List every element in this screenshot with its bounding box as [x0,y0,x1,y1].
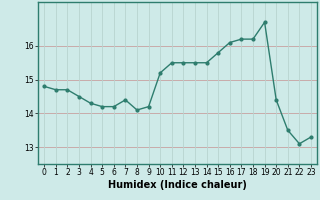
X-axis label: Humidex (Indice chaleur): Humidex (Indice chaleur) [108,180,247,190]
